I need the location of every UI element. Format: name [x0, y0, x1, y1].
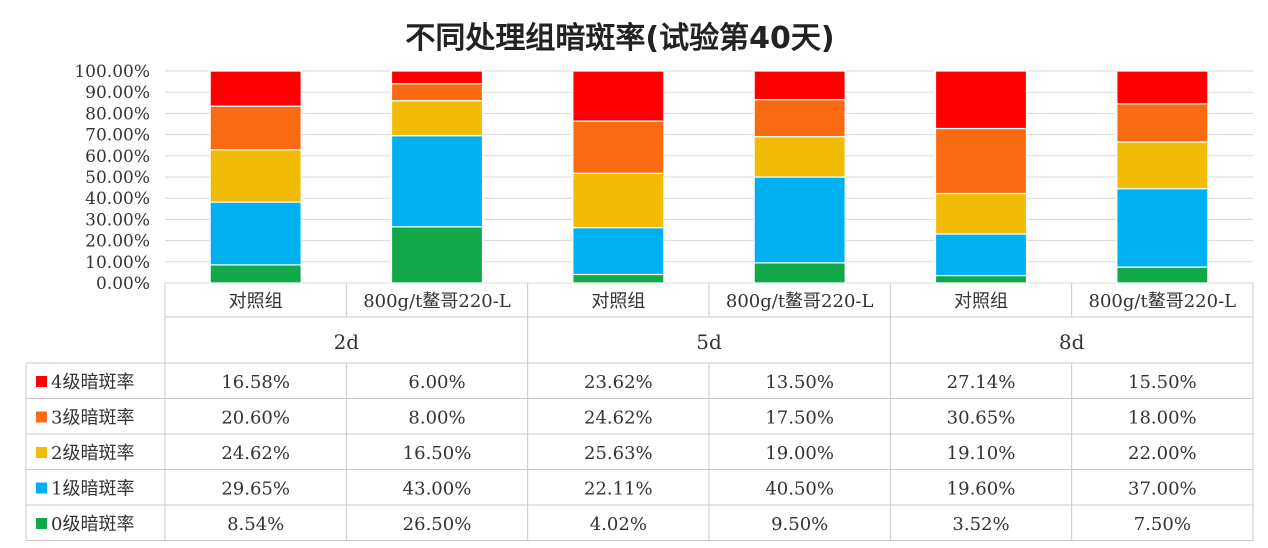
legend-key — [36, 376, 47, 387]
legend-key — [36, 447, 47, 458]
legend-key — [36, 411, 47, 423]
legend-label: 0级暗斑率 — [51, 514, 134, 535]
y-tick-label: 100.00% — [74, 62, 150, 82]
table-cell: 19.10% — [947, 443, 1016, 464]
bar-segment-0 — [934, 274, 1028, 284]
table-cell: 4.02% — [590, 514, 647, 535]
y-tick-label: 70.00% — [85, 126, 150, 146]
y-tick-label: 50.00% — [85, 168, 150, 188]
y-tick-label: 80.00% — [85, 104, 150, 124]
table-cell: 8.54% — [227, 514, 284, 535]
bar-segment-1 — [934, 233, 1028, 277]
table-cell: 26.50% — [403, 514, 472, 535]
y-tick-label: 20.00% — [85, 232, 150, 252]
bar-segment-0 — [1116, 266, 1209, 284]
bar-segment-2 — [753, 136, 846, 178]
table-cell: 17.50% — [765, 408, 834, 429]
category-label: 对照组 — [229, 291, 283, 312]
bar-segment-3 — [572, 120, 665, 174]
table-cell: 40.50% — [765, 479, 834, 500]
y-tick-label: 40.00% — [85, 189, 150, 209]
table-cell: 22.11% — [584, 479, 653, 500]
bar-segment-3 — [753, 99, 846, 138]
table-cell: 9.50% — [771, 514, 828, 535]
group-label: 2d — [334, 330, 360, 354]
bar-segment-1 — [1116, 188, 1209, 268]
category-label: 800g/t鳌哥220-L — [363, 291, 511, 312]
bar-segment-3 — [1116, 103, 1209, 143]
table-cell: 19.00% — [765, 443, 834, 464]
y-tick-label: 10.00% — [85, 253, 150, 273]
y-tick-label: 30.00% — [85, 210, 150, 230]
bar-segment-4 — [934, 70, 1028, 130]
legend-label: 2级暗斑率 — [51, 443, 134, 464]
group-label: 5d — [696, 330, 722, 354]
bar-segment-4 — [209, 70, 302, 107]
table-cell: 24.62% — [584, 408, 653, 429]
table-cell: 20.60% — [221, 408, 290, 429]
bar-segment-4 — [753, 70, 846, 101]
bar-segment-3 — [390, 83, 484, 102]
bar-segment-4 — [1116, 70, 1209, 105]
bar-segment-4 — [390, 70, 484, 85]
table-cell: 30.65% — [947, 408, 1016, 429]
legend-key — [36, 518, 47, 529]
bar-segment-4 — [572, 70, 665, 122]
bar-segment-2 — [390, 100, 484, 137]
y-tick-label: 0.00% — [96, 274, 150, 294]
table-cell: 18.00% — [1128, 408, 1197, 429]
table-cell: 25.63% — [584, 443, 653, 464]
y-tick-label: 90.00% — [85, 83, 150, 103]
category-label: 800g/t鳌哥220-L — [726, 291, 874, 312]
legend-label: 3级暗斑率 — [51, 408, 134, 429]
group-label: 8d — [1059, 330, 1085, 354]
legend-key — [36, 482, 47, 494]
table-cell: 29.65% — [221, 479, 290, 500]
category-label: 对照组 — [591, 291, 645, 312]
bar-segment-0 — [390, 226, 484, 284]
y-axis: 0.00%10.00%20.00%30.00%40.00%50.00%60.00… — [74, 62, 150, 294]
table-cell: 16.50% — [403, 443, 472, 464]
bar-segment-3 — [934, 127, 1028, 195]
bar-segment-2 — [934, 192, 1028, 235]
table-cell: 16.58% — [221, 372, 290, 393]
table-cell: 27.14% — [947, 372, 1016, 393]
table-cell: 23.62% — [584, 372, 653, 393]
chart-title: 不同处理组暗斑率(试验第40天) — [405, 21, 834, 56]
table-cell: 3.52% — [952, 514, 1009, 535]
bar-segment-1 — [209, 201, 302, 266]
table-cell: 24.62% — [221, 443, 290, 464]
bar-segment-2 — [209, 149, 302, 203]
bar-segment-1 — [390, 135, 484, 228]
gridlines — [165, 70, 1253, 284]
bar-segment-2 — [1116, 141, 1209, 190]
table-cell: 15.50% — [1128, 372, 1197, 393]
table-cell: 22.00% — [1128, 443, 1197, 464]
table-cell: 8.00% — [408, 408, 465, 429]
category-label: 800g/t鳌哥220-L — [1089, 291, 1237, 312]
legend-label: 4级暗斑率 — [51, 372, 134, 393]
table-cell: 37.00% — [1128, 479, 1197, 500]
data-table: 对照组 800g/t鳌哥220-L 对照组 800g/t鳌哥220-L 对照组 800g/… — [25, 283, 1254, 541]
bar-segment-0 — [209, 264, 302, 284]
bar-segment-0 — [753, 262, 846, 284]
y-tick-label: 60.00% — [85, 147, 150, 167]
bar-segment-1 — [572, 227, 665, 276]
bar-segment-0 — [572, 273, 665, 284]
bar-segment-2 — [572, 172, 665, 229]
legend-label: 1级暗斑率 — [51, 479, 134, 500]
table-cell: 7.50% — [1134, 514, 1191, 535]
bar-segment-1 — [753, 176, 846, 264]
category-label: 对照组 — [954, 291, 1008, 312]
table-cell: 6.00% — [408, 372, 465, 393]
table-cell: 19.60% — [947, 479, 1016, 500]
bars — [209, 70, 1209, 284]
table-cell: 43.00% — [403, 479, 472, 500]
bar-segment-3 — [209, 105, 302, 151]
table-cell: 13.50% — [765, 372, 834, 393]
